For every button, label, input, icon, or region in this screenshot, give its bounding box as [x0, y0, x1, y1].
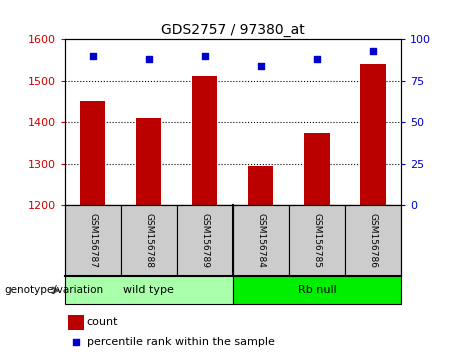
- Text: GSM156788: GSM156788: [144, 213, 153, 268]
- Bar: [136, 118, 161, 205]
- Text: GSM156784: GSM156784: [256, 213, 266, 268]
- Bar: [68, 315, 84, 330]
- Text: Rb null: Rb null: [297, 285, 337, 295]
- Text: genotype/variation: genotype/variation: [5, 285, 104, 295]
- Bar: [248, 166, 273, 205]
- Point: [313, 56, 321, 62]
- Point: [89, 53, 96, 58]
- Bar: [121, 205, 177, 276]
- Bar: [65, 276, 233, 304]
- Text: GSM156789: GSM156789: [200, 213, 209, 268]
- Point: [72, 339, 80, 345]
- Text: count: count: [87, 318, 118, 327]
- Bar: [177, 205, 233, 276]
- Text: GSM156785: GSM156785: [313, 213, 321, 268]
- Bar: [304, 132, 330, 205]
- Point: [257, 63, 265, 68]
- Bar: [65, 205, 121, 276]
- Bar: [289, 205, 345, 276]
- Bar: [80, 101, 105, 205]
- Bar: [345, 205, 401, 276]
- Point: [201, 53, 208, 58]
- Bar: [192, 76, 218, 205]
- Title: GDS2757 / 97380_at: GDS2757 / 97380_at: [161, 23, 305, 36]
- Bar: [361, 64, 386, 205]
- Text: GSM156787: GSM156787: [88, 213, 97, 268]
- Bar: [233, 205, 289, 276]
- Text: wild type: wild type: [123, 285, 174, 295]
- Text: percentile rank within the sample: percentile rank within the sample: [87, 337, 275, 347]
- Text: GSM156786: GSM156786: [368, 213, 378, 268]
- Point: [369, 48, 377, 53]
- Point: [145, 56, 152, 62]
- Bar: [233, 276, 401, 304]
